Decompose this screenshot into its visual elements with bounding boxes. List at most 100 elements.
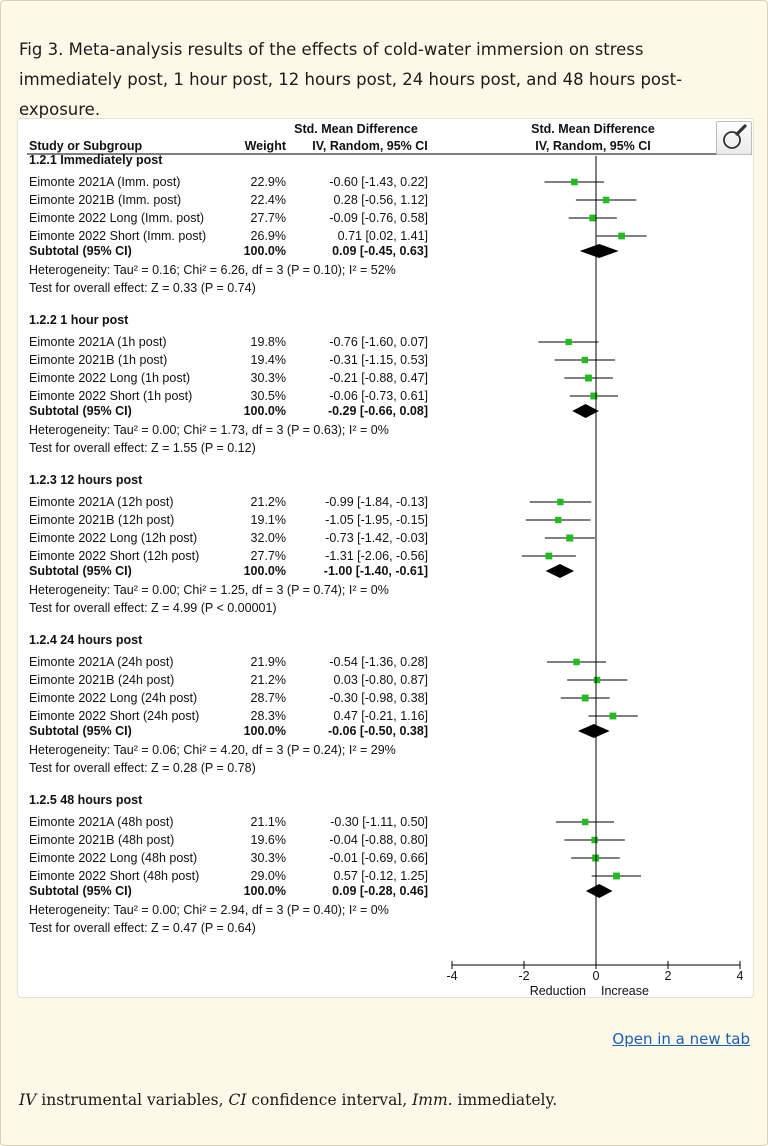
- study-marker: [589, 214, 597, 222]
- footnote-text-imm: immediately.: [452, 1091, 558, 1109]
- study-ci-text: -0.01 [-0.69, 0.66]: [329, 851, 428, 865]
- subtotal-ci-text: 0.09 [-0.45, 0.63]: [332, 244, 428, 258]
- forest-plot: Study or Subgroup Weight Std. Mean Differe…: [27, 122, 752, 997]
- study-name: Eimonte 2022 Short (12h post): [29, 549, 199, 563]
- study-name: Eimonte 2022 Long (12h post): [29, 531, 197, 545]
- zoom-button[interactable]: [716, 121, 752, 155]
- forest-plot-figure: Study or Subgroup Weight Std. Mean Differe…: [17, 118, 754, 998]
- figure-footnote: IV instrumental variables, CI confidence…: [19, 1091, 557, 1109]
- heterogeneity-text: Heterogeneity: Tau² = 0.00; Chi² = 1.73,…: [29, 423, 389, 437]
- study-marker: [590, 392, 598, 400]
- subtotal-diamond: [578, 724, 610, 738]
- study-weight: 28.7%: [251, 691, 286, 705]
- study-weight: 19.1%: [251, 513, 286, 527]
- overall-effect-text: Test for overall effect: Z = 0.33 (P = 0…: [29, 281, 256, 295]
- subtotal-ci-text: -0.29 [-0.66, 0.08]: [328, 404, 428, 418]
- study-marker: [545, 552, 553, 560]
- study-weight: 30.5%: [251, 389, 286, 403]
- study-name: Eimonte 2021A (48h post): [29, 815, 174, 829]
- study-ci-text: -0.30 [-1.11, 0.50]: [330, 815, 428, 829]
- study-weight: 28.3%: [251, 709, 286, 723]
- study-weight: 21.2%: [251, 495, 286, 509]
- footnote-abbr-iv: IV: [19, 1091, 37, 1109]
- study-ci-text: 0.71 [0.02, 1.41]: [338, 229, 428, 243]
- subtotal-weight: 100.0%: [244, 564, 286, 578]
- study-marker: [557, 498, 564, 506]
- x-tick-label: 4: [737, 969, 744, 983]
- x-tick-label: 2: [665, 969, 672, 983]
- study-marker: [602, 196, 610, 204]
- study-ci-text: -0.73 [-1.42, -0.03]: [325, 531, 428, 545]
- header-effect-col-bottom: IV, Random, 95% CI: [312, 139, 428, 153]
- study-ci-text: 0.57 [-0.12, 1.25]: [333, 869, 428, 883]
- study-name: Eimonte 2021B (1h post): [29, 353, 167, 367]
- x-tick-label: -4: [446, 969, 457, 983]
- study-weight: 27.7%: [251, 211, 286, 225]
- study-ci-text: -0.30 [-0.98, 0.38]: [329, 691, 428, 705]
- study-name: Eimonte 2021B (12h post): [29, 513, 174, 527]
- figure-caption: Fig 3. Meta-analysis results of the effe…: [19, 40, 683, 119]
- study-weight: 32.0%: [251, 531, 286, 545]
- study-weight: 30.3%: [251, 371, 286, 385]
- header-plot-col-top: Std. Mean Difference: [531, 122, 655, 136]
- footnote-abbr-ci: CI: [228, 1091, 247, 1109]
- study-marker: [571, 178, 578, 186]
- open-in-new-tab-link[interactable]: Open in a new tab: [612, 1030, 750, 1048]
- subtotal-ci-text: -0.06 [-0.50, 0.38]: [328, 724, 428, 738]
- study-ci-text: -1.31 [-2.06, -0.56]: [325, 549, 428, 563]
- subgroup-title: 1.2.5 48 hours post: [29, 793, 143, 807]
- magnifier-icon: [723, 124, 747, 149]
- study-weight: 22.4%: [251, 193, 286, 207]
- header-effect-col-top: Std. Mean Difference: [294, 122, 418, 136]
- study-marker: [581, 356, 589, 364]
- study-name: Eimonte 2022 Long (24h post): [29, 691, 197, 705]
- footnote-text-iv: instrumental variables,: [36, 1091, 229, 1109]
- study-weight: 19.8%: [251, 335, 286, 349]
- study-ci-text: -1.05 [-1.95, -0.15]: [325, 513, 428, 527]
- study-ci-text: -0.60 [-1.43, 0.22]: [329, 175, 428, 189]
- study-weight: 30.3%: [251, 851, 286, 865]
- study-marker: [581, 818, 589, 826]
- study-ci-text: -0.06 [-0.73, 0.61]: [329, 389, 428, 403]
- study-name: Eimonte 2021B (24h post): [29, 673, 174, 687]
- subtotal-diamond: [572, 404, 599, 418]
- study-marker: [581, 694, 589, 702]
- study-weight: 21.1%: [251, 815, 286, 829]
- study-marker: [591, 836, 598, 844]
- study-weight: 27.7%: [251, 549, 286, 563]
- study-weight: 21.9%: [251, 655, 286, 669]
- study-name: Eimonte 2022 Short (Imm. post): [29, 229, 206, 243]
- study-marker: [609, 712, 617, 720]
- subtotal-label: Subtotal (95% CI): [29, 884, 132, 898]
- subtotal-diamond: [545, 564, 575, 578]
- subtotal-label: Subtotal (95% CI): [29, 564, 132, 578]
- overall-effect-text: Test for overall effect: Z = 0.28 (P = 0…: [29, 761, 256, 775]
- subtotal-ci-text: -1.00 [-1.40, -0.61]: [324, 564, 428, 578]
- x-tick-label: -2: [518, 969, 529, 983]
- overall-effect-text: Test for overall effect: Z = 0.47 (P = 0…: [29, 921, 256, 935]
- study-marker: [566, 534, 574, 542]
- study-name: Eimonte 2022 Long (1h post): [29, 371, 190, 385]
- subtotal-label: Subtotal (95% CI): [29, 244, 132, 258]
- study-marker: [593, 676, 601, 684]
- study-ci-text: -0.09 [-0.76, 0.58]: [329, 211, 428, 225]
- study-marker: [555, 516, 562, 524]
- study-weight: 29.0%: [251, 869, 286, 883]
- footnote-text-ci: confidence interval,: [246, 1091, 413, 1109]
- study-marker: [565, 338, 572, 346]
- study-name: Eimonte 2022 Short (1h post): [29, 389, 192, 403]
- subgroup-title: 1.2.4 24 hours post: [29, 633, 143, 647]
- study-name: Eimonte 2022 Short (48h post): [29, 869, 199, 883]
- study-ci-text: -0.54 [-1.36, 0.28]: [329, 655, 428, 669]
- header-study-col: Study or Subgroup: [29, 139, 143, 153]
- heterogeneity-text: Heterogeneity: Tau² = 0.06; Chi² = 4.20,…: [29, 743, 396, 757]
- x-tick-label: 0: [593, 969, 600, 983]
- subgroup-title: 1.2.2 1 hour post: [29, 313, 129, 327]
- x-axis-label-increase: Increase: [601, 984, 649, 997]
- subtotal-diamond: [579, 244, 619, 258]
- study-ci-text: -0.04 [-0.88, 0.80]: [329, 833, 428, 847]
- footnote-abbr-imm: Imm.: [412, 1091, 453, 1109]
- study-marker: [618, 232, 625, 240]
- overall-effect-text: Test for overall effect: Z = 1.55 (P = 0…: [29, 441, 256, 455]
